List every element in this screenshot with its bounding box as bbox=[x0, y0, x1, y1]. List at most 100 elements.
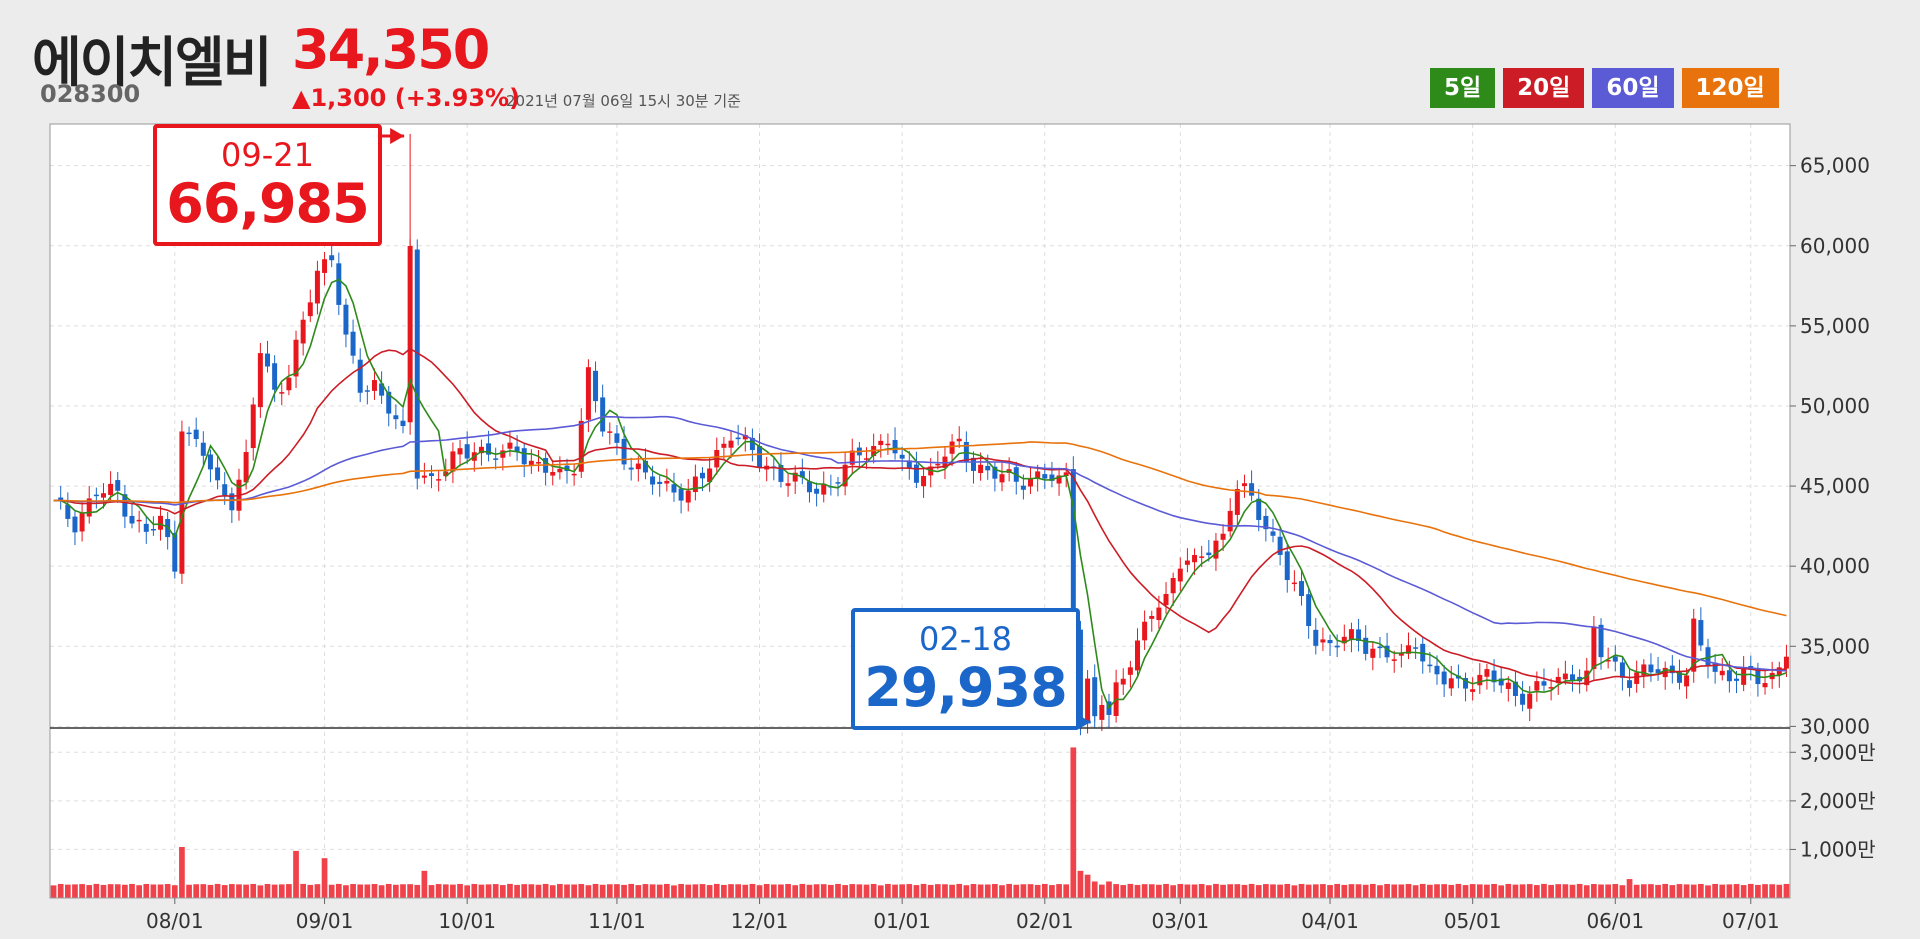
volume-bar bbox=[1576, 883, 1583, 898]
candle-body bbox=[1570, 674, 1575, 681]
candle-body bbox=[628, 467, 634, 470]
candle-body bbox=[899, 454, 905, 459]
x-tick-label: 07/01 bbox=[1722, 909, 1780, 933]
volume-bar bbox=[385, 883, 392, 898]
candle-body bbox=[1734, 678, 1740, 681]
candle-body bbox=[1206, 552, 1212, 556]
candle-body bbox=[1427, 664, 1433, 667]
volume-bar bbox=[1334, 883, 1341, 898]
y-tick-label: 35,000 bbox=[1800, 634, 1870, 658]
candle-body bbox=[286, 377, 292, 391]
candle-body bbox=[1156, 607, 1162, 621]
y-tick-label: 60,000 bbox=[1800, 234, 1870, 258]
low-arrow-head bbox=[1076, 714, 1091, 730]
volume-bar bbox=[557, 884, 563, 898]
candle-body bbox=[343, 304, 349, 335]
ma20-line bbox=[53, 347, 1787, 685]
volume-bar bbox=[1120, 885, 1127, 898]
candle-body bbox=[357, 359, 363, 393]
volume-bar bbox=[1776, 884, 1783, 898]
candle-body bbox=[215, 467, 221, 481]
as-of-timestamp: 2021년 07월 06일 15시 30분 기준 bbox=[506, 92, 741, 110]
low-date: 02-18 bbox=[919, 620, 1012, 658]
candle-body bbox=[842, 464, 848, 487]
x-tick-label: 02/01 bbox=[1016, 909, 1074, 933]
x-tick-label: 06/01 bbox=[1586, 909, 1644, 933]
candle-body bbox=[757, 446, 763, 468]
candle-body bbox=[350, 331, 356, 356]
candle-body bbox=[478, 446, 484, 454]
volume-bar bbox=[1391, 884, 1398, 898]
candle-body bbox=[1063, 472, 1069, 476]
volume-tick-label: 2,000만 bbox=[1800, 789, 1876, 813]
candle-body bbox=[650, 476, 656, 485]
candle-body bbox=[535, 462, 541, 464]
volume-bar bbox=[1462, 885, 1469, 898]
candle-body bbox=[79, 512, 85, 532]
x-tick-label: 04/01 bbox=[1301, 909, 1359, 933]
legend-ma60[interactable]: 60일 bbox=[1592, 68, 1674, 108]
candle-body bbox=[1256, 498, 1262, 520]
candle-body bbox=[322, 259, 328, 273]
candle-body bbox=[207, 454, 213, 470]
volume-bar bbox=[1669, 885, 1676, 898]
candle-body bbox=[728, 440, 734, 448]
volume-bar bbox=[842, 885, 848, 898]
candle-body bbox=[364, 390, 370, 392]
candle-body bbox=[985, 465, 991, 471]
candle-body bbox=[1712, 662, 1718, 672]
volume-bar bbox=[1498, 885, 1505, 898]
volume-bar bbox=[1712, 883, 1718, 898]
candle-body bbox=[414, 249, 420, 479]
volume-bar bbox=[1412, 885, 1419, 898]
candle-body bbox=[742, 435, 748, 440]
candle-body bbox=[1741, 668, 1747, 685]
candle-body bbox=[257, 353, 263, 408]
candle-body bbox=[1413, 647, 1419, 649]
volume-bar bbox=[1733, 884, 1740, 898]
candle-body bbox=[300, 319, 306, 344]
candle-body bbox=[1142, 621, 1148, 641]
candle-body bbox=[642, 460, 648, 473]
candle-body bbox=[1163, 593, 1169, 606]
volume-bar bbox=[492, 884, 499, 898]
volume-bar bbox=[450, 884, 456, 898]
volume-bar bbox=[350, 884, 356, 898]
volume-bar bbox=[585, 885, 592, 898]
volume-bar bbox=[1213, 883, 1219, 898]
candle-body bbox=[371, 380, 377, 391]
volume-bar bbox=[1255, 885, 1262, 898]
volume-bar bbox=[1277, 884, 1283, 898]
candle-body bbox=[129, 515, 135, 524]
volume-bar bbox=[1291, 885, 1298, 898]
y-tick-label: 45,000 bbox=[1800, 474, 1870, 498]
volume-bar bbox=[107, 884, 114, 898]
volume-bar bbox=[1248, 883, 1255, 898]
legend-ma20[interactable]: 20일 bbox=[1503, 68, 1585, 108]
volume-bar bbox=[692, 884, 699, 898]
candle-body bbox=[100, 493, 106, 498]
candle-body bbox=[265, 353, 270, 367]
volume-bar bbox=[1626, 879, 1633, 898]
volume-bar bbox=[50, 885, 57, 898]
volume-bar bbox=[1640, 884, 1647, 898]
candle-body bbox=[457, 448, 463, 455]
volume-bar bbox=[86, 885, 93, 898]
volume-bar bbox=[1091, 881, 1098, 898]
candle-body bbox=[578, 420, 584, 472]
legend-ma5[interactable]: 5일 bbox=[1430, 68, 1496, 108]
volume-panel-bg bbox=[50, 728, 1790, 898]
volume-bar bbox=[214, 883, 221, 898]
candle-body bbox=[1783, 656, 1789, 669]
volume-bar bbox=[1013, 884, 1020, 898]
x-axis: 08/01 09/01 10/01 11/01 12/01 01/01 02/01 03/01… bbox=[146, 898, 1780, 933]
volume-bar bbox=[1041, 883, 1048, 898]
candle-body bbox=[1348, 629, 1354, 640]
volume-bar bbox=[977, 884, 984, 898]
volume-bar bbox=[578, 884, 585, 898]
legend-ma120[interactable]: 120일 bbox=[1681, 68, 1779, 108]
x-tick-label: 11/01 bbox=[588, 909, 646, 933]
volume-bar bbox=[72, 884, 78, 898]
volume-bar bbox=[1484, 884, 1490, 898]
volume-bar bbox=[1170, 885, 1177, 898]
